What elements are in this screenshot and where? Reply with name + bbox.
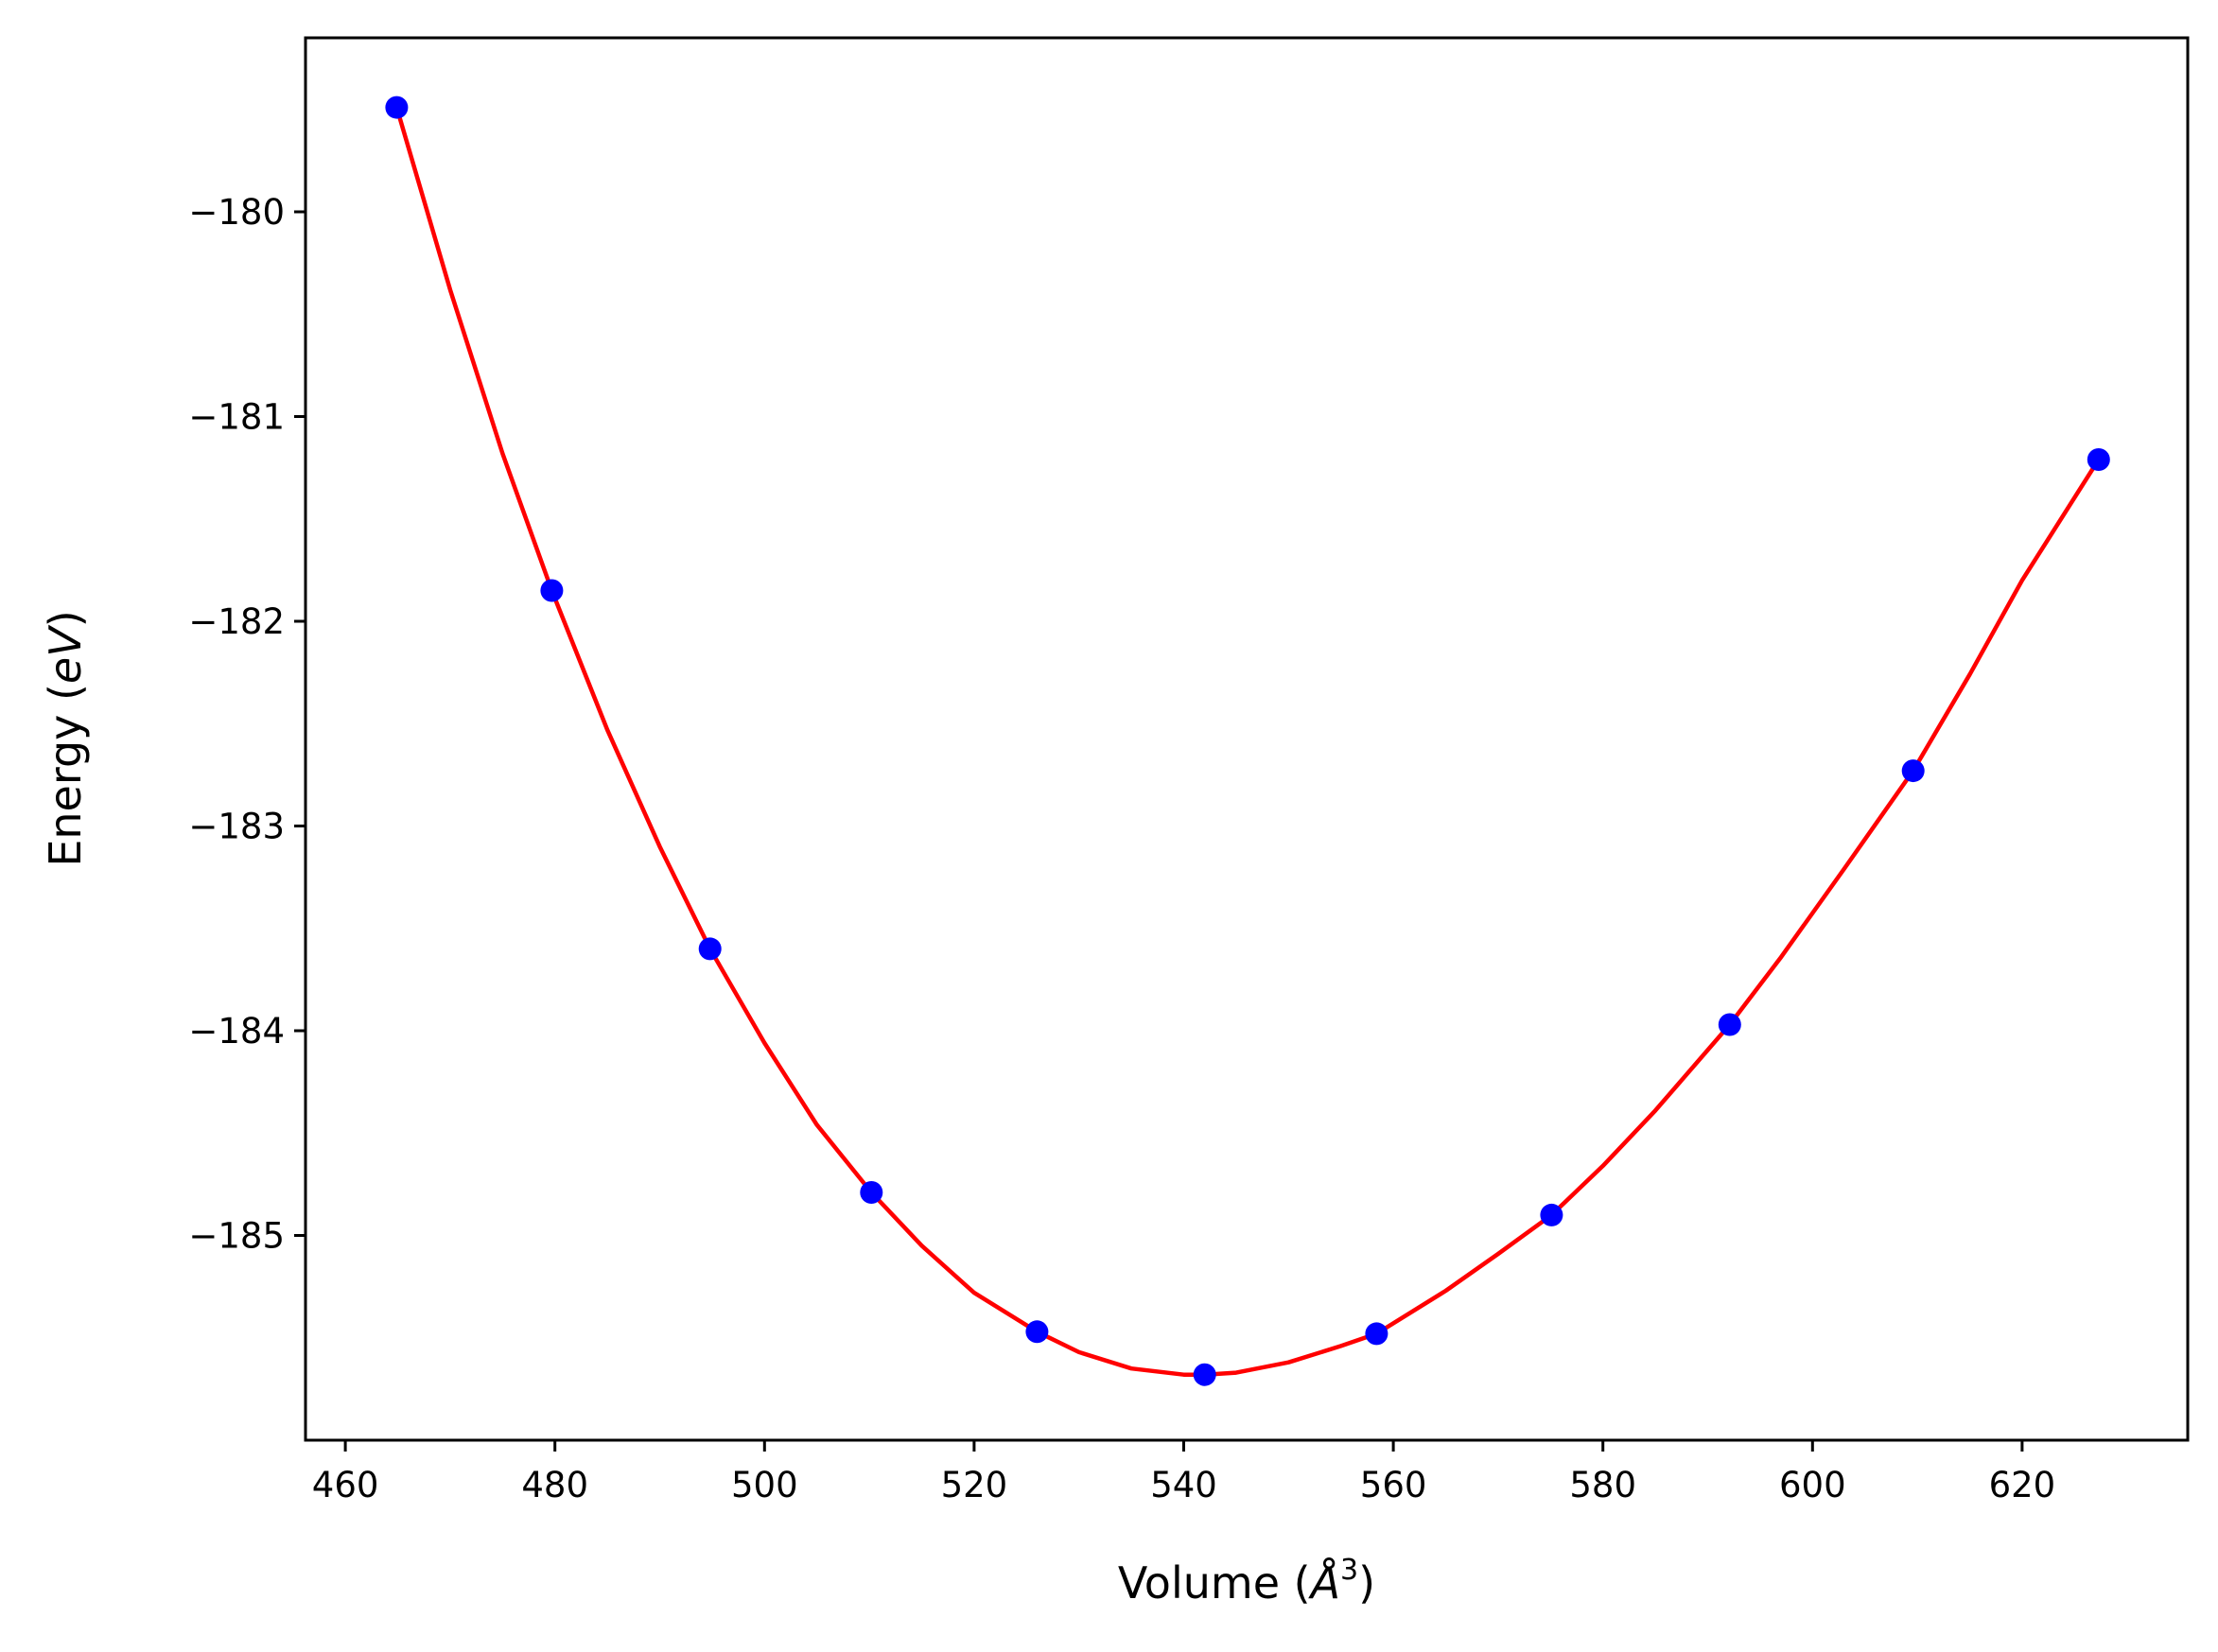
- data-point: [860, 1181, 883, 1204]
- y-axis-label: Energy (eV): [40, 610, 91, 866]
- data-point: [1025, 1320, 1049, 1344]
- x-tick-label: 500: [731, 1465, 798, 1505]
- data-point: [540, 579, 564, 602]
- y-tick-label: −182: [188, 601, 285, 642]
- x-tick-label: 460: [312, 1465, 379, 1505]
- y-tick-label: −181: [188, 397, 285, 438]
- data-point: [1540, 1203, 1563, 1226]
- data-point: [385, 96, 409, 119]
- data-point: [1365, 1322, 1388, 1346]
- data-point: [1901, 759, 1925, 783]
- y-tick-label: −180: [188, 192, 285, 233]
- x-tick-label: 520: [941, 1465, 1008, 1505]
- x-tick-label: 540: [1150, 1465, 1217, 1505]
- y-axis-label-prefix: Energy (: [40, 684, 91, 867]
- y-axis-label-unit-symbol: eV: [40, 624, 91, 684]
- data-point: [698, 937, 722, 961]
- x-axis-label-unit-exponent: 3: [1340, 1554, 1358, 1587]
- x-tick-label: 580: [1569, 1465, 1636, 1505]
- data-point: [1193, 1363, 1216, 1386]
- x-axis-label-suffix: ): [1358, 1557, 1375, 1609]
- x-axis-label-unit-symbol: Å: [1308, 1557, 1340, 1609]
- y-axis-label-suffix: ): [40, 610, 91, 627]
- x-tick-label: 600: [1779, 1465, 1846, 1505]
- points-layer: [385, 96, 2110, 1386]
- y-tick-label: −184: [188, 1011, 285, 1052]
- plot-area: [306, 38, 2188, 1440]
- data-point: [2087, 448, 2110, 471]
- y-tick-label: −185: [188, 1216, 285, 1257]
- x-tick-label: 620: [1989, 1465, 2056, 1505]
- x-tick-label: 560: [1360, 1465, 1427, 1505]
- x-axis-label: Volume (Å3): [1118, 1554, 1375, 1609]
- y-axis-ticks: −180 −181 −182 −183 −184 −185: [188, 192, 306, 1257]
- x-axis-label-prefix: Volume (: [1118, 1557, 1311, 1609]
- x-axis-ticks: 460 480 500 520 540 560 580 600 620: [312, 1440, 2055, 1505]
- y-tick-label: −183: [188, 807, 285, 847]
- x-tick-label: 480: [521, 1465, 588, 1505]
- plot-frame: [304, 36, 2190, 1442]
- data-point: [1718, 1013, 1741, 1036]
